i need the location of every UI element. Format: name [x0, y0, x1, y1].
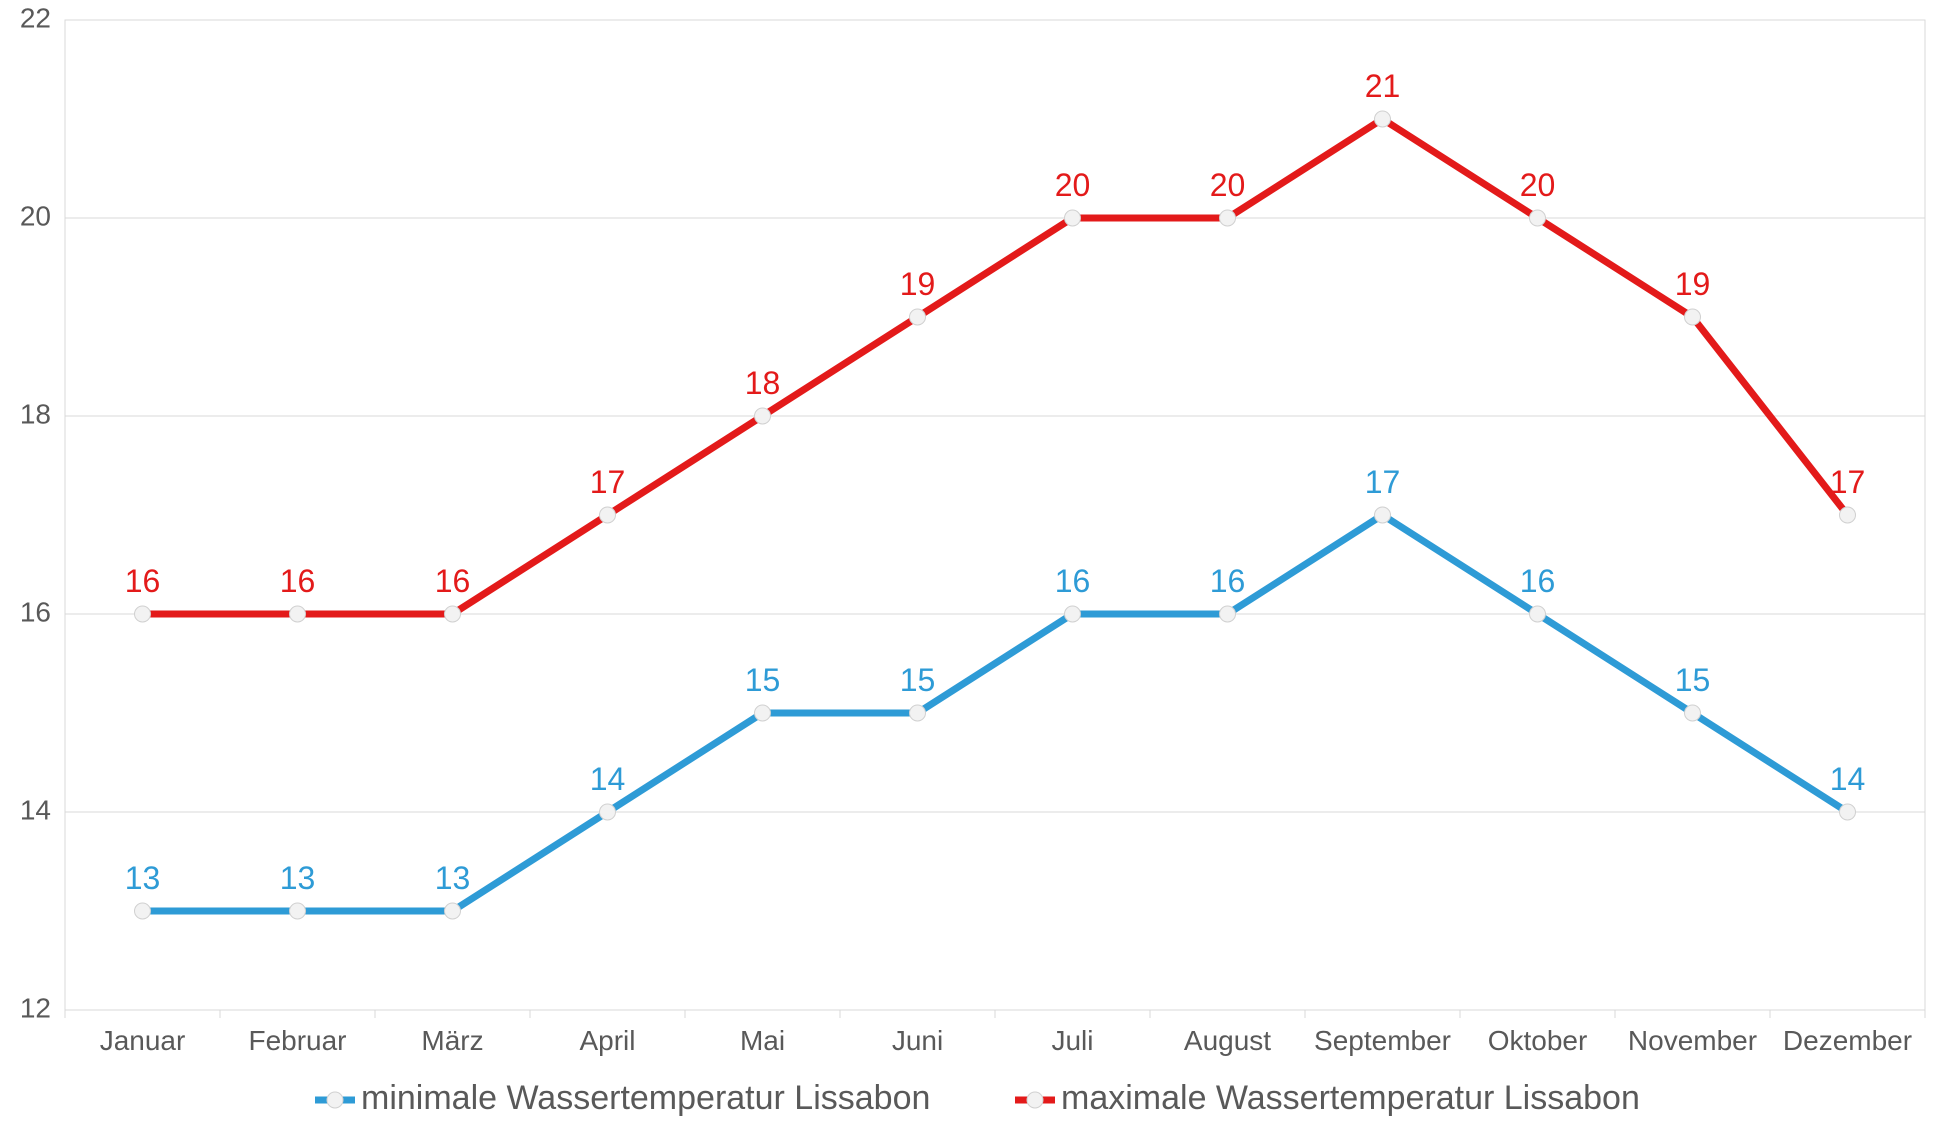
- data-label: 16: [1520, 563, 1556, 599]
- data-label: 16: [1210, 563, 1246, 599]
- legend-swatch-marker: [1027, 1092, 1043, 1108]
- x-tick-label: Juli: [1051, 1025, 1093, 1056]
- data-label: 20: [1520, 167, 1556, 203]
- data-label: 14: [1830, 761, 1866, 797]
- legend-swatch-marker: [327, 1092, 343, 1108]
- data-marker: [910, 705, 926, 721]
- data-marker: [1685, 705, 1701, 721]
- data-label: 17: [590, 464, 626, 500]
- data-label: 15: [900, 662, 936, 698]
- x-tick-label: Februar: [248, 1025, 346, 1056]
- data-marker: [1530, 606, 1546, 622]
- data-label: 15: [1675, 662, 1711, 698]
- x-tick-label: September: [1314, 1025, 1451, 1056]
- y-tick-label: 20: [20, 200, 51, 231]
- data-label: 19: [1675, 266, 1711, 302]
- series-line: [143, 515, 1848, 911]
- data-marker: [910, 309, 926, 325]
- data-marker: [135, 606, 151, 622]
- data-label: 13: [280, 860, 316, 896]
- data-label: 16: [1055, 563, 1091, 599]
- data-marker: [1220, 210, 1236, 226]
- data-marker: [1685, 309, 1701, 325]
- data-marker: [1530, 210, 1546, 226]
- data-marker: [1375, 507, 1391, 523]
- y-tick-label: 18: [20, 398, 51, 429]
- data-marker: [1065, 606, 1081, 622]
- data-marker: [1065, 210, 1081, 226]
- chart-container: 12 14 16 18 20 22 Januar Februar März April Mai Jun…: [0, 0, 1945, 1131]
- data-label: 17: [1830, 464, 1866, 500]
- y-tick-label: 16: [20, 596, 51, 627]
- data-marker: [135, 903, 151, 919]
- data-marker: [445, 903, 461, 919]
- data-label: 17: [1365, 464, 1401, 500]
- data-label: 15: [745, 662, 781, 698]
- x-tick-label: Mai: [740, 1025, 785, 1056]
- data-marker: [445, 606, 461, 622]
- data-label: 16: [125, 563, 161, 599]
- data-marker: [1220, 606, 1236, 622]
- plot-border: [65, 20, 1925, 1010]
- data-marker: [290, 903, 306, 919]
- data-marker: [755, 408, 771, 424]
- data-marker: [1840, 804, 1856, 820]
- data-label: 20: [1055, 167, 1091, 203]
- data-label: 19: [900, 266, 936, 302]
- series-line: [143, 119, 1848, 614]
- y-tick-label: 14: [20, 794, 51, 825]
- legend-label: maximale Wassertemperatur Lissabon: [1061, 1079, 1640, 1117]
- data-marker: [755, 705, 771, 721]
- x-tick-label: August: [1184, 1025, 1271, 1056]
- data-label: 13: [435, 860, 471, 896]
- y-tick-label: 22: [20, 2, 51, 33]
- line-chart: 12 14 16 18 20 22 Januar Februar März April Mai Jun…: [0, 0, 1945, 1131]
- series-0: 13 13 13 14 15 15 16 16 17 16 15 14: [125, 464, 1866, 919]
- series-1: 16 16 16 17 18 19 20 20 21 20 19 17: [125, 68, 1866, 622]
- x-tick-label: März: [421, 1025, 483, 1056]
- data-label: 16: [280, 563, 316, 599]
- data-label: 20: [1210, 167, 1246, 203]
- x-tick-label: Januar: [100, 1025, 186, 1056]
- data-label: 13: [125, 860, 161, 896]
- x-tick-label: Juni: [892, 1025, 943, 1056]
- data-marker: [290, 606, 306, 622]
- legend-label: minimale Wassertemperatur Lissabon: [361, 1079, 930, 1117]
- data-marker: [600, 507, 616, 523]
- x-tick-label: Oktober: [1488, 1025, 1588, 1056]
- data-marker: [1840, 507, 1856, 523]
- data-marker: [1375, 111, 1391, 127]
- x-tick-label: November: [1628, 1025, 1757, 1056]
- data-label: 18: [745, 365, 781, 401]
- x-axis: Januar Februar März April Mai Juni Juli August S…: [65, 1010, 1925, 1056]
- y-tick-label: 12: [20, 992, 51, 1023]
- data-marker: [600, 804, 616, 820]
- data-label: 16: [435, 563, 471, 599]
- x-tick-label: Dezember: [1783, 1025, 1912, 1056]
- x-tick-label: April: [579, 1025, 635, 1056]
- data-label: 14: [590, 761, 626, 797]
- data-label: 21: [1365, 68, 1401, 104]
- legend: minimale Wassertemperatur Lissabon maxima…: [315, 1079, 1640, 1117]
